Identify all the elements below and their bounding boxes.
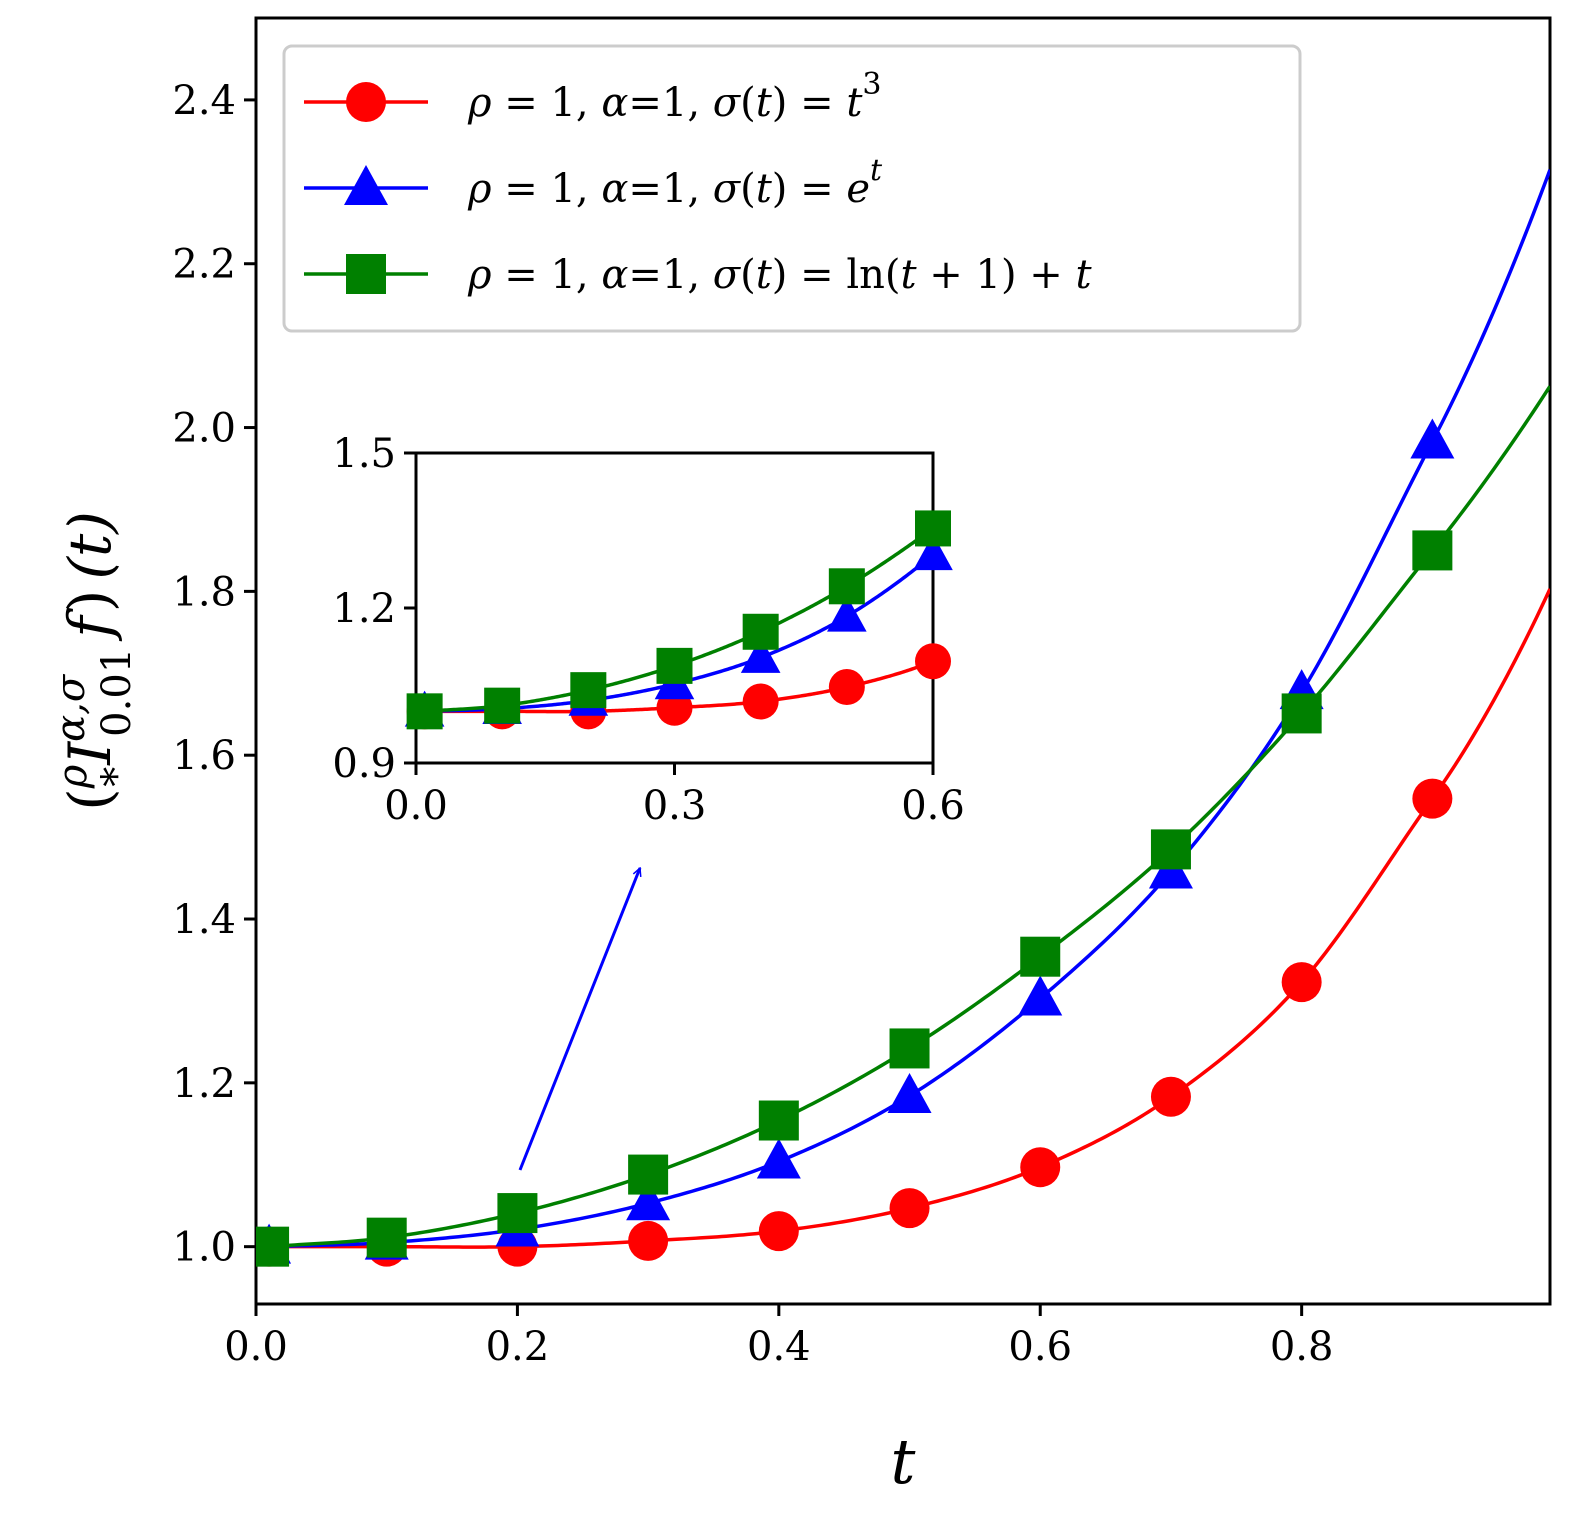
- main-x-tick-label-4: 0.8: [1270, 1324, 1334, 1370]
- main-marker-triangle-5: [887, 1072, 932, 1113]
- inset-marker-circle-4: [742, 683, 779, 720]
- main-x-tick-label-1: 0.2: [486, 1324, 550, 1370]
- inset-y-tick-label-1: 1.2: [332, 586, 396, 632]
- inset-markers-group: [404, 510, 953, 730]
- main-x-tick-label-0: 0.0: [224, 1324, 288, 1370]
- main-y-tick-label-3: 1.6: [172, 733, 236, 779]
- inset-y-tick-label-0: 0.9: [332, 741, 396, 787]
- main-y-tick-label-2: 1.4: [172, 897, 236, 943]
- inset-marker-square-6: [915, 510, 951, 547]
- inset-x-tick-label-0: 0.0: [384, 783, 448, 829]
- y-title-rho: ρ: [50, 764, 96, 789]
- legend-marker-0: [346, 82, 386, 122]
- inset-marker-square-5: [828, 568, 865, 605]
- legend-marker-2: [346, 254, 386, 294]
- main-marker-square-7: [1150, 829, 1191, 870]
- main-markers-group: [256, 418, 1455, 1267]
- inset-marker-triangle-5: [827, 595, 867, 632]
- main-marker-square-6: [1020, 936, 1061, 977]
- inset-marker-square-4: [742, 613, 779, 650]
- main-marker-triangle-4: [756, 1138, 801, 1179]
- y-title-close: ): [56, 590, 124, 613]
- x-axis-title: t: [891, 1425, 916, 1498]
- main-marker-triangle-9: [1410, 418, 1455, 459]
- y-title-sup: α,σ: [48, 673, 94, 742]
- main-y-tick-label-6: 2.2: [172, 242, 236, 288]
- legend-box: [282, 44, 1302, 333]
- inset-marker-triangle-6: [913, 534, 953, 571]
- main-y-tick-label-4: 1.8: [172, 569, 236, 615]
- inset-marker-square-3: [656, 647, 693, 684]
- main-x-tick-label-3: 0.6: [1008, 1324, 1072, 1370]
- main-marker-square-4: [758, 1100, 799, 1141]
- inset-ticks-group: 0.0 0.3 0.6 0.9 1.2 1.5: [332, 431, 964, 829]
- main-marker-square-1: [366, 1217, 407, 1258]
- legend-label-1: ρ = 1, α=1, σ(t) = et: [467, 153, 883, 212]
- main-y-tick-label-0: 1.0: [172, 1225, 236, 1271]
- inset-marker-circle-5: [828, 669, 865, 706]
- main-marker-circle-7: [1150, 1076, 1191, 1117]
- main-marker-square-2: [497, 1193, 538, 1234]
- main-marker-square-8: [1281, 693, 1322, 734]
- inset-marker-square-1: [484, 687, 521, 724]
- y-axis-title: (ρ*Iα,σ0.01f)(t): [48, 511, 140, 811]
- main-marker-circle-4: [758, 1211, 799, 1252]
- main-marker-circle-6: [1020, 1147, 1061, 1188]
- main-marker-square-0: [256, 1226, 290, 1267]
- main-marker-square-5: [889, 1028, 930, 1069]
- svg-text:(ρ*Iα,σ0.01f)(t): (ρ*Iα,σ0.01f)(t): [48, 511, 140, 811]
- inset-marker-triangle-4: [740, 636, 781, 673]
- inset-x-tick-label-1: 0.3: [643, 783, 707, 829]
- inset-y-tick-label-2: 1.5: [332, 431, 396, 477]
- inset-x-tick-label-2: 0.6: [901, 783, 965, 829]
- main-y-tick-label-1: 1.2: [172, 1061, 236, 1107]
- legend-label-0: ρ = 1, α=1, σ(t) = t3: [467, 67, 882, 126]
- inset-marker-square-0: [406, 693, 443, 730]
- y-title-sub: 0.01: [94, 648, 140, 737]
- legend-label-2: ρ = 1, α=1, σ(t) = ln(t + 1) + t: [467, 252, 1093, 298]
- main-marker-square-3: [628, 1154, 669, 1195]
- main-x-tick-label-2: 0.4: [747, 1324, 811, 1370]
- y-title-arg: (t): [56, 511, 124, 580]
- inset-marker-circle-6: [915, 643, 951, 680]
- y-title-I: I: [56, 741, 124, 766]
- main-marker-triangle-3: [626, 1180, 671, 1221]
- legend: ρ = 1, α=1, σ(t) = t3 ρ = 1, α=1, σ(t) = …: [282, 44, 1302, 333]
- main-marker-circle-8: [1281, 962, 1322, 1003]
- y-title-open: (: [56, 788, 124, 811]
- main-ticks-group: 0.0 0.2 0.4 0.6 0.8 1.0 1.2 1.4 1.6 1.8 2.0 2.2 2.4: [172, 78, 1333, 1370]
- y-title-sub-star: *: [94, 767, 140, 787]
- main-y-tick-label-7: 2.4: [172, 78, 236, 124]
- main-y-tick-label-5: 2.0: [172, 406, 236, 452]
- main-marker-circle-5: [889, 1188, 930, 1229]
- main-marker-circle-9: [1412, 778, 1453, 819]
- inset-marker-square-2: [570, 672, 607, 709]
- legend-marker-1: [344, 165, 388, 205]
- main-marker-square-9: [1412, 530, 1453, 571]
- main-marker-circle-3: [628, 1220, 669, 1261]
- main-marker-triangle-6: [1018, 975, 1063, 1016]
- zoom-arrow: [518, 868, 640, 1171]
